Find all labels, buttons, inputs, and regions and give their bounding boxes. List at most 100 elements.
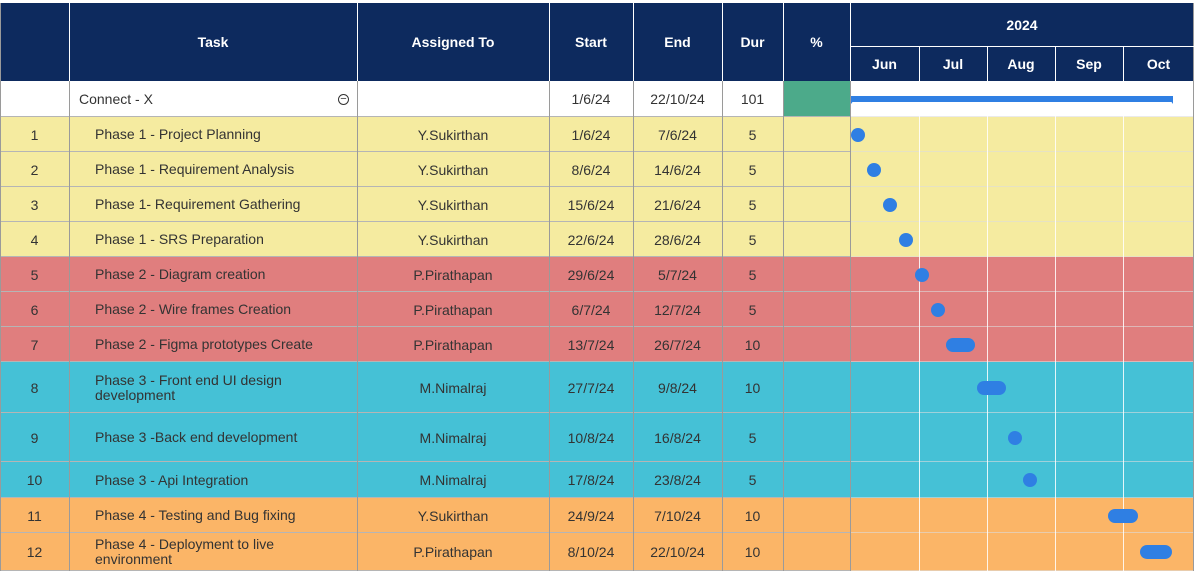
gantt-row-divider	[850, 151, 1194, 152]
task-gantt-bar[interactable]	[977, 380, 1006, 395]
task-end[interactable]: 21/6/24	[654, 196, 701, 213]
month-gridline	[919, 81, 920, 571]
task-name[interactable]: Phase 1 - SRS Preparation	[95, 231, 264, 247]
minus-circle-icon[interactable]: −	[338, 94, 349, 105]
task-end[interactable]: 26/7/24	[654, 336, 701, 353]
task-assignee[interactable]: P.Pirathapan	[413, 544, 493, 560]
task-assignee[interactable]: P.Pirathapan	[413, 266, 493, 283]
task-duration[interactable]: 5	[748, 161, 757, 178]
header-task[interactable]: Task	[197, 34, 229, 50]
task-end[interactable]: 14/6/24	[654, 161, 701, 178]
task-duration[interactable]: 10	[744, 336, 761, 353]
task-name[interactable]: Phase 2 - Wire frames Creation	[95, 301, 292, 317]
task-start[interactable]: 15/6/24	[567, 196, 615, 213]
header-month: Jun	[872, 56, 897, 72]
task-start[interactable]: 24/9/24	[567, 507, 615, 524]
header-col-divider	[850, 3, 851, 81]
task-start[interactable]: 8/6/24	[571, 161, 611, 178]
task-name[interactable]: Phase 4 - Testing and Bug fixing	[95, 507, 296, 523]
task-name[interactable]: Phase 3 - Api Integration	[95, 471, 249, 488]
task-assignee[interactable]: M.Nimalraj	[419, 379, 487, 396]
task-name[interactable]: Phase 4 - Deployment to live environment	[95, 536, 274, 567]
task-start[interactable]: 6/7/24	[571, 301, 611, 318]
task-name[interactable]: Phase 3 -Back end development	[95, 429, 298, 445]
task-end[interactable]: 23/8/24	[654, 472, 701, 488]
task-assignee[interactable]: M.Nimalraj	[419, 429, 487, 446]
task-start[interactable]: 8/10/24	[567, 544, 615, 560]
task-end[interactable]: 12/7/24	[654, 301, 701, 318]
task-end[interactable]: 9/8/24	[658, 379, 697, 396]
column-divider	[357, 3, 358, 571]
task-duration[interactable]: 5	[748, 301, 757, 318]
task-end[interactable]: 7/6/24	[658, 126, 697, 143]
task-gantt-bar[interactable]	[930, 302, 945, 317]
task-start[interactable]: 29/6/24	[567, 266, 615, 283]
task-duration[interactable]: 10	[744, 507, 761, 524]
task-duration[interactable]: 5	[748, 196, 757, 213]
task-gantt-bar[interactable]	[867, 162, 882, 177]
task-gantt-bar[interactable]	[915, 267, 930, 282]
task-duration[interactable]: 10	[744, 379, 761, 396]
header-start[interactable]: Start	[575, 34, 607, 50]
row-divider	[0, 221, 850, 222]
task-row-band	[0, 152, 1194, 187]
task-assignee[interactable]: P.Pirathapan	[413, 336, 493, 353]
task-name[interactable]: Phase 1 - Project Planning	[95, 126, 261, 142]
task-gantt-bar[interactable]	[1140, 545, 1173, 559]
task-end[interactable]: 16/8/24	[654, 429, 701, 446]
task-assignee[interactable]: Y.Sukirthan	[417, 196, 489, 213]
task-assignee[interactable]: Y.Sukirthan	[417, 126, 489, 143]
header-dur[interactable]: Dur	[740, 34, 765, 50]
header-month: Aug	[1007, 56, 1035, 72]
header-year: 2024	[1006, 16, 1038, 33]
task-row-band	[0, 462, 1194, 498]
task-id: 1	[30, 126, 39, 143]
task-duration[interactable]: 5	[748, 429, 757, 446]
task-start[interactable]: 17/8/24	[567, 472, 615, 488]
task-duration[interactable]: 5	[748, 231, 757, 248]
task-gantt-bar[interactable]	[851, 127, 865, 142]
task-start[interactable]: 10/8/24	[567, 429, 615, 446]
task-gantt-bar[interactable]	[1007, 430, 1022, 445]
task-start[interactable]: 27/7/24	[567, 379, 615, 396]
task-end[interactable]: 5/7/24	[658, 266, 697, 283]
header-percent[interactable]: %	[810, 34, 823, 50]
task-name[interactable]: Phase 1- Requirement Gathering	[95, 196, 301, 212]
header-end[interactable]: End	[664, 34, 691, 50]
task-assignee[interactable]: Y.Sukirthan	[417, 231, 489, 248]
task-start[interactable]: 1/6/24	[571, 126, 611, 143]
column-divider	[850, 3, 851, 571]
column-divider	[722, 3, 723, 571]
task-name[interactable]: Phase 1 - Requirement Analysis	[95, 161, 295, 177]
task-duration[interactable]: 5	[748, 472, 757, 488]
row-divider	[0, 412, 850, 413]
task-gantt-bar[interactable]	[883, 197, 898, 212]
header-assigned[interactable]: Assigned To	[411, 34, 495, 50]
gantt-row-divider	[850, 256, 1194, 257]
header-background	[0, 3, 1194, 81]
task-start[interactable]: 22/6/24	[567, 231, 615, 248]
task-gantt-bar[interactable]	[946, 337, 976, 352]
task-duration[interactable]: 5	[748, 266, 757, 283]
task-row-band	[0, 117, 1194, 152]
task-name[interactable]: Phase 2 - Diagram creation	[95, 266, 266, 282]
task-gantt-bar[interactable]	[899, 232, 914, 247]
task-end[interactable]: 28/6/24	[654, 231, 701, 248]
task-assignee[interactable]: P.Pirathapan	[413, 301, 493, 318]
summary-task-name[interactable]: Connect - X	[79, 91, 153, 107]
gantt-row-divider	[850, 532, 1194, 533]
task-gantt-bar[interactable]	[1108, 508, 1139, 523]
task-duration[interactable]: 10	[744, 544, 761, 560]
task-assignee[interactable]: M.Nimalraj	[419, 472, 487, 488]
task-end[interactable]: 22/10/24	[650, 544, 705, 560]
task-name[interactable]: Phase 3 - Front end UI design developmen…	[95, 371, 282, 403]
summary-gantt-bar[interactable]	[851, 96, 1174, 102]
task-name[interactable]: Phase 2 - Figma prototypes Create	[95, 336, 313, 352]
summary-percent-fill	[783, 81, 850, 117]
task-assignee[interactable]: Y.Sukirthan	[417, 161, 489, 178]
task-start[interactable]: 13/7/24	[567, 336, 615, 353]
task-duration[interactable]: 5	[748, 126, 757, 143]
task-end[interactable]: 7/10/24	[654, 507, 701, 524]
task-gantt-bar[interactable]	[1023, 473, 1038, 487]
task-assignee[interactable]: Y.Sukirthan	[417, 507, 489, 524]
